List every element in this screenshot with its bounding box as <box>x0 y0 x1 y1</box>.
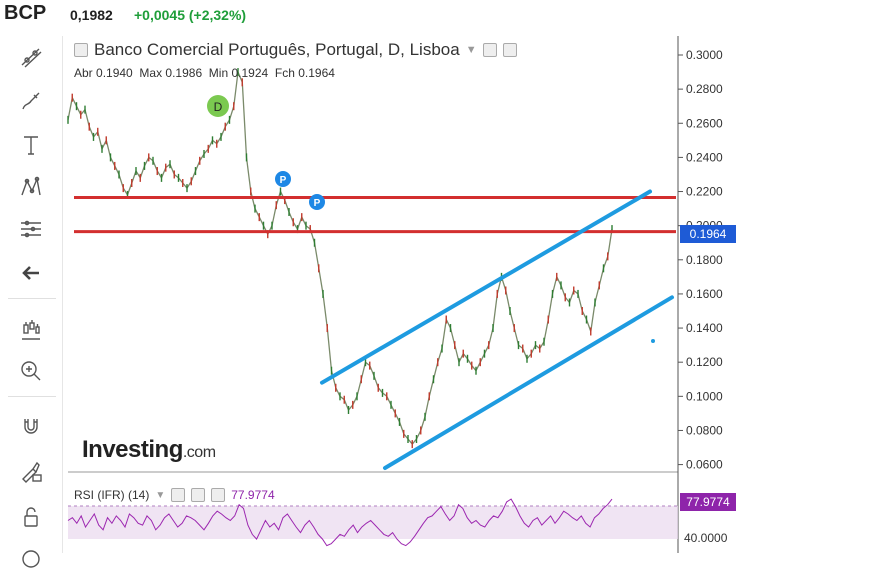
high-value: 0.1986 <box>165 66 203 80</box>
y-tick-label: 0.0600 <box>686 458 723 472</box>
rsi-value: 77.9774 <box>231 488 275 502</box>
lock-draw-icon[interactable] <box>14 456 48 486</box>
drawing-toolbar <box>0 36 63 568</box>
high-label: Max <box>139 66 163 80</box>
visibility-icon[interactable] <box>171 488 186 502</box>
settings-icon[interactable] <box>191 488 206 502</box>
y-tick-label: 0.1200 <box>686 355 723 369</box>
unlock-icon[interactable] <box>14 502 48 532</box>
y-tick-label: 0.1800 <box>686 253 723 267</box>
rsi-series-line <box>67 498 613 547</box>
rsi-axis-tick: 40.0000 <box>684 531 728 545</box>
zoom-icon[interactable] <box>14 356 48 386</box>
marker-d <box>207 95 229 117</box>
marker-p2-label: P <box>314 198 321 209</box>
last-price: 0,1982 <box>70 7 113 23</box>
chevron-down-icon[interactable]: ▼ <box>465 44 477 56</box>
rsi-last-label: 77.9774 <box>680 493 736 511</box>
y-tick-label: 0.1400 <box>686 321 723 335</box>
marker-p1 <box>275 171 291 187</box>
text-icon[interactable] <box>14 130 48 160</box>
brush-icon[interactable] <box>14 86 48 116</box>
chevron-down-icon[interactable]: ▼ <box>155 489 166 501</box>
toolbar-divider <box>8 298 56 299</box>
magnet-icon[interactable] <box>14 412 48 442</box>
open-label: Abr <box>74 66 93 80</box>
y-tick-label: 0.2600 <box>686 116 723 130</box>
price-change: +0,0045 (+2,32%) <box>134 7 247 23</box>
channel-lower-line <box>383 295 674 470</box>
close-label: Fch <box>274 66 295 80</box>
y-tick-label: 0.0800 <box>686 423 723 437</box>
close-value: 0.1964 <box>298 66 335 80</box>
settings-icon[interactable] <box>502 43 517 57</box>
y-tick-label: 0.1000 <box>686 389 723 403</box>
ohlc-readout: Abr 0.1940 Max 0.1986 Min 0.1924 Fch 0.1… <box>74 66 335 80</box>
candles-icon[interactable] <box>14 314 48 344</box>
toolbar-divider <box>8 396 56 397</box>
back-arrow-icon[interactable] <box>14 258 48 288</box>
channel-anchor-dot <box>651 339 655 343</box>
price-chart[interactable]: 0.30000.28000.26000.24000.22000.20000.18… <box>0 0 880 553</box>
marker-d-label: D <box>214 100 223 114</box>
chart-title-row: Banco Comercial Português, Portugal, D, … <box>74 40 517 60</box>
last-price-label: 0.1964 <box>680 225 736 243</box>
ticker-symbol: BCP <box>4 2 47 24</box>
low-label: Min <box>208 66 229 80</box>
marker-p2 <box>309 194 325 210</box>
chart-title: Banco Comercial Português, Portugal, D, … <box>94 40 460 59</box>
low-value: 0.1924 <box>231 66 269 80</box>
collapse-icon[interactable] <box>74 43 88 57</box>
y-tick-label: 0.1600 <box>686 287 723 301</box>
y-tick-label: 0.3000 <box>686 48 723 62</box>
open-value: 0.1940 <box>96 66 133 80</box>
rsi-label: RSI (IFR) (14) <box>74 488 150 502</box>
marker-p1-label: P <box>280 175 287 186</box>
investing-logo: Investing.com <box>82 436 216 463</box>
trend-line-icon[interactable] <box>14 42 48 72</box>
channel-upper-line <box>320 189 652 385</box>
y-tick-label: 0.2800 <box>686 82 723 96</box>
visibility-icon[interactable] <box>482 43 497 57</box>
fib-icon[interactable] <box>14 214 48 244</box>
y-tick-label: 0.2400 <box>686 150 723 164</box>
rsi-title-row: RSI (IFR) (14) ▼ 77.9774 <box>74 488 275 502</box>
close-icon[interactable] <box>211 488 226 502</box>
symbol-header: BCP 0,1982 +0,0045 (+2,32%) <box>0 0 880 30</box>
pattern-icon[interactable] <box>14 172 48 202</box>
y-tick-label: 0.2200 <box>686 185 723 199</box>
